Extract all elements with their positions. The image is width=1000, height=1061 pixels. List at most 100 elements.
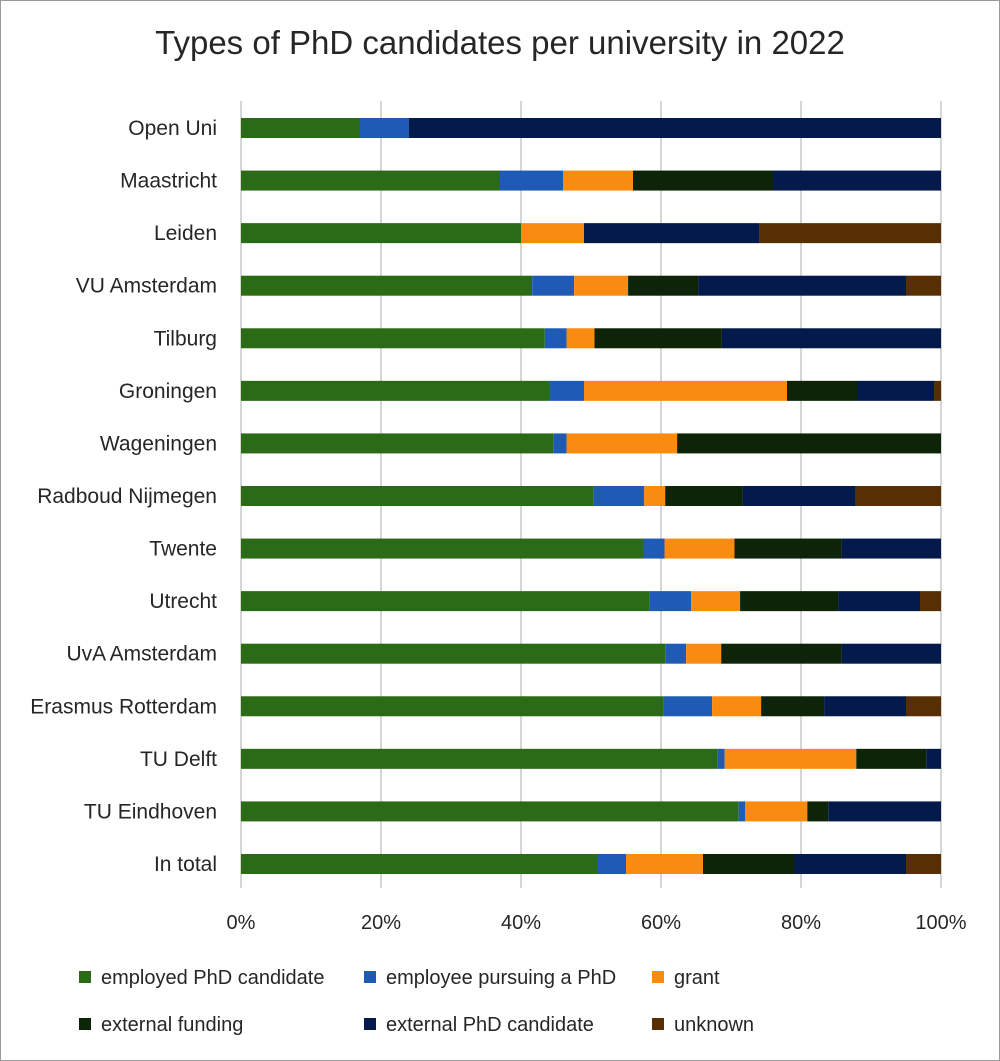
bar-segment xyxy=(745,801,808,822)
legend-swatch xyxy=(652,1018,664,1030)
bar-segment xyxy=(686,643,722,664)
bar-segment xyxy=(566,328,595,349)
bar-segment xyxy=(712,696,762,717)
bar-segment xyxy=(241,380,549,401)
bar-segment xyxy=(643,538,665,559)
bar-segment xyxy=(644,485,666,506)
bar-segment xyxy=(584,380,787,401)
bar-segment xyxy=(241,748,718,769)
category-labels: Open Uni Maastricht Leiden VU Amsterdam Tilb… xyxy=(30,117,217,876)
legend-swatch xyxy=(364,971,376,983)
bar-segment xyxy=(594,328,722,349)
legend-label: employed PhD candidate xyxy=(101,967,324,989)
bar-segment xyxy=(241,328,545,349)
legend-label: external funding xyxy=(101,1014,243,1036)
x-tick-label: 60% xyxy=(641,912,681,934)
bar-segment xyxy=(759,223,941,244)
bar-segment xyxy=(500,170,563,191)
legend: employed PhD candidate employee pursuing … xyxy=(79,967,754,1036)
x-tick-label: 0% xyxy=(227,912,256,934)
bar-segment xyxy=(626,853,703,874)
bar-segment xyxy=(698,275,906,296)
bar-segment xyxy=(628,275,699,296)
bar-segment xyxy=(824,696,906,717)
bar-segment xyxy=(241,538,644,559)
bar-segment xyxy=(241,853,598,874)
bar-segment xyxy=(665,485,743,506)
bars xyxy=(241,118,941,874)
bar-segment xyxy=(703,853,794,874)
category-label: Erasmus Rotterdam xyxy=(30,695,217,718)
bar-segment xyxy=(857,380,934,401)
bar-segment xyxy=(721,328,941,349)
bar-segment xyxy=(677,433,941,454)
category-label: UvA Amsterdam xyxy=(66,643,217,666)
category-label: Tilburg xyxy=(154,327,217,350)
bar-segment xyxy=(241,223,521,244)
bar-segment xyxy=(241,696,664,717)
bar-segment xyxy=(773,170,941,191)
bar-segment xyxy=(649,591,692,612)
bar-segment xyxy=(584,223,760,244)
bar-segment xyxy=(787,380,857,401)
bar-segment xyxy=(553,433,567,454)
bar-segment xyxy=(563,170,633,191)
category-label: TU Delft xyxy=(140,748,217,771)
bar-segment xyxy=(241,643,666,664)
legend-label: unknown xyxy=(674,1014,754,1036)
bar-segment xyxy=(574,275,629,296)
legend-swatch xyxy=(79,1018,91,1030)
category-label: Wageningen xyxy=(100,432,217,455)
bar-segment xyxy=(665,643,687,664)
bar-segment xyxy=(855,485,941,506)
bar-segment xyxy=(549,380,584,401)
bar-segment xyxy=(761,696,825,717)
bar-segment xyxy=(740,591,839,612)
bar-segment xyxy=(691,591,741,612)
bar-segment xyxy=(906,696,941,717)
bar-segment xyxy=(742,485,856,506)
bar-segment xyxy=(409,118,941,138)
bar-segment xyxy=(241,170,500,191)
bar-segment xyxy=(807,801,829,822)
x-tick-label: 80% xyxy=(781,912,821,934)
bar-segment xyxy=(721,643,842,664)
x-tick-label: 100% xyxy=(915,912,966,934)
category-label: TU Eindhoven xyxy=(84,800,217,823)
bar-segment xyxy=(544,328,567,349)
category-label: Maastricht xyxy=(120,170,217,193)
category-label: Groningen xyxy=(119,380,217,403)
bar-segment xyxy=(241,485,594,506)
x-tick-labels: 0% 20% 40% 60% 80% 100% xyxy=(227,912,967,934)
legend-label: external PhD candidate xyxy=(386,1014,594,1036)
bar-segment xyxy=(738,801,745,822)
legend-label: employee pursuing a PhD xyxy=(386,967,616,989)
bar-segment xyxy=(920,591,941,612)
category-label: Open Uni xyxy=(128,117,217,140)
bar-segment xyxy=(794,853,906,874)
chart-title: Types of PhD candidates per university i… xyxy=(155,24,845,61)
bar-segment xyxy=(828,801,941,822)
x-tick-label: 40% xyxy=(501,912,541,934)
bar-segment xyxy=(841,538,941,559)
bar-segment xyxy=(856,748,927,769)
bar-segment xyxy=(934,380,941,401)
category-label: Leiden xyxy=(154,222,217,245)
category-label: Twente xyxy=(149,538,217,561)
bar-segment xyxy=(663,696,713,717)
bar-segment xyxy=(734,538,842,559)
category-label: Utrecht xyxy=(149,590,217,613)
bar-segment xyxy=(926,748,941,769)
bar-segment xyxy=(838,591,920,612)
bar-segment xyxy=(241,801,739,822)
category-label: In total xyxy=(154,853,217,876)
bar-segment xyxy=(241,275,533,296)
bar-segment xyxy=(360,118,409,138)
bar-segment xyxy=(633,170,773,191)
bar-segment xyxy=(241,118,360,138)
bar-segment xyxy=(241,591,650,612)
bar-segment xyxy=(593,485,645,506)
bar-segment xyxy=(532,275,575,296)
bar-segment xyxy=(521,223,584,244)
